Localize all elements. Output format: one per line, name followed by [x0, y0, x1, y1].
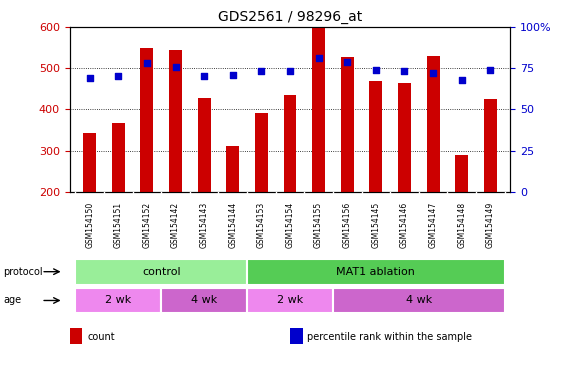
- Bar: [226, 146, 239, 192]
- Bar: [75, 259, 247, 285]
- Bar: [169, 50, 182, 192]
- Text: 4 wk: 4 wk: [191, 295, 218, 306]
- Bar: [398, 83, 411, 192]
- Bar: [140, 48, 153, 192]
- Point: [200, 73, 209, 79]
- Bar: [455, 155, 468, 192]
- Bar: [247, 288, 333, 313]
- Text: age: age: [3, 295, 21, 306]
- Text: 2 wk: 2 wk: [277, 295, 303, 306]
- Point: [114, 73, 123, 79]
- Text: GSM154142: GSM154142: [171, 202, 180, 248]
- Title: GDS2561 / 98296_at: GDS2561 / 98296_at: [218, 10, 362, 25]
- Point: [485, 67, 495, 73]
- Text: GSM154155: GSM154155: [314, 202, 323, 248]
- Bar: [75, 288, 161, 313]
- Point: [314, 55, 323, 61]
- Bar: [161, 288, 247, 313]
- Point: [285, 68, 295, 74]
- Text: GSM154145: GSM154145: [371, 202, 380, 248]
- Point: [371, 67, 380, 73]
- Point: [142, 60, 151, 66]
- Text: GSM154154: GSM154154: [285, 202, 295, 248]
- Text: GSM154147: GSM154147: [429, 202, 438, 248]
- Bar: [369, 81, 382, 192]
- Point: [457, 77, 466, 83]
- Point: [400, 68, 409, 74]
- Text: protocol: protocol: [3, 266, 42, 277]
- Text: count: count: [87, 332, 115, 342]
- Bar: [284, 95, 296, 192]
- Bar: [341, 57, 354, 192]
- Text: GSM154153: GSM154153: [257, 202, 266, 248]
- Bar: [484, 99, 497, 192]
- Text: GSM154156: GSM154156: [343, 202, 351, 248]
- Text: GSM154146: GSM154146: [400, 202, 409, 248]
- Point: [429, 70, 438, 76]
- Bar: [427, 56, 440, 192]
- Bar: [83, 133, 96, 192]
- Text: 4 wk: 4 wk: [405, 295, 432, 306]
- Text: percentile rank within the sample: percentile rank within the sample: [307, 332, 472, 342]
- Point: [228, 72, 237, 78]
- Text: control: control: [142, 266, 180, 277]
- Point: [343, 58, 352, 65]
- Text: MAT1 ablation: MAT1 ablation: [336, 266, 415, 277]
- Bar: [333, 288, 505, 313]
- Text: 2 wk: 2 wk: [105, 295, 132, 306]
- Bar: [255, 113, 268, 192]
- Point: [85, 75, 95, 81]
- Bar: [312, 28, 325, 192]
- Text: GSM154152: GSM154152: [142, 202, 151, 248]
- Text: GSM154144: GSM154144: [229, 202, 237, 248]
- Point: [257, 68, 266, 74]
- Text: GSM154148: GSM154148: [457, 202, 466, 248]
- Bar: [198, 98, 211, 192]
- Text: GSM154151: GSM154151: [114, 202, 123, 248]
- Text: GSM154150: GSM154150: [85, 202, 94, 248]
- Text: GSM154149: GSM154149: [486, 202, 495, 248]
- Bar: [247, 259, 505, 285]
- Point: [171, 63, 180, 70]
- Bar: [112, 123, 125, 192]
- Text: GSM154143: GSM154143: [200, 202, 209, 248]
